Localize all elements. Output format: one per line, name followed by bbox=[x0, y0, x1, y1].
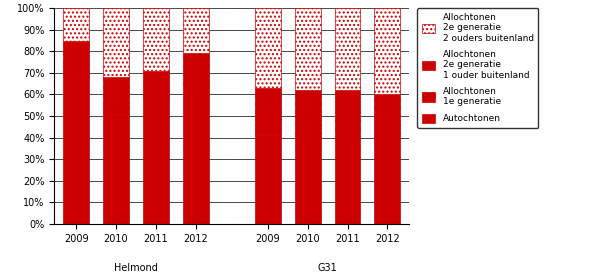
Bar bbox=[335, 140, 361, 224]
Bar bbox=[63, 8, 89, 40]
Bar bbox=[294, 8, 320, 90]
Bar bbox=[294, 90, 320, 112]
Bar bbox=[103, 114, 129, 224]
Bar bbox=[255, 109, 281, 135]
Bar bbox=[63, 66, 89, 77]
Bar bbox=[255, 135, 281, 224]
Bar bbox=[294, 138, 320, 224]
Bar bbox=[183, 54, 209, 84]
Legend: Allochtonen
2e generatie
2 ouders buitenland, Allochtonen
2e generatie
1 ouder b: Allochtonen 2e generatie 2 ouders buiten… bbox=[417, 8, 538, 128]
Bar bbox=[103, 8, 129, 77]
Bar bbox=[63, 40, 89, 66]
Bar bbox=[143, 99, 169, 224]
Bar bbox=[374, 94, 400, 114]
Bar bbox=[183, 8, 209, 54]
Bar bbox=[143, 90, 169, 99]
Bar bbox=[103, 77, 129, 103]
Bar bbox=[335, 112, 361, 140]
Text: Helmond: Helmond bbox=[114, 263, 158, 273]
Bar bbox=[335, 90, 361, 112]
Text: G31: G31 bbox=[318, 263, 338, 273]
Bar bbox=[183, 84, 209, 88]
Bar bbox=[374, 138, 400, 224]
Bar bbox=[335, 8, 361, 90]
Bar bbox=[103, 103, 129, 114]
Bar bbox=[374, 114, 400, 138]
Bar bbox=[374, 8, 400, 94]
Bar bbox=[255, 8, 281, 88]
Bar bbox=[294, 112, 320, 138]
Bar bbox=[255, 88, 281, 109]
Bar bbox=[143, 71, 169, 90]
Bar bbox=[143, 8, 169, 71]
Bar bbox=[63, 77, 89, 224]
Bar bbox=[183, 88, 209, 224]
